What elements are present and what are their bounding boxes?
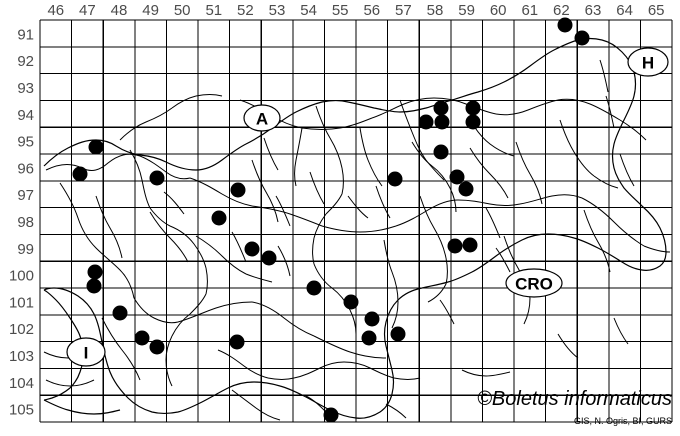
country-label-ellipse [66,337,106,367]
coordinate-grid: 46 47 48 49 50 51 52 53 54 55 56 57 58 59 60 61 62 63 64 65… [9,2,673,423]
grid-column-label: 61 [521,2,538,19]
occurrence-dot [112,305,128,321]
grid-row-label: 104 [9,375,34,392]
grid-row-label: 92 [17,53,34,70]
occurrence-dot [86,278,102,294]
occurrence-dot [433,100,449,116]
grid-row-label: 99 [17,241,34,258]
occurrence-dot [390,326,406,342]
internal-boundaries [129,59,635,387]
occurrence-dot [449,169,465,185]
grid-row-label: 94 [17,107,34,124]
occurrence-dot [244,241,260,257]
grid-column-label: 60 [490,2,507,19]
occurrence-dot [458,181,474,197]
occurrence-dot [261,250,277,266]
occurrence-dot [211,210,227,226]
data-credit: GIS, N. Ogris, BI, GURS [574,416,672,426]
occurrence-dot [433,144,449,160]
country-label-austria: A [243,104,281,132]
grid-column-label: 51 [205,2,222,19]
grid-column-label: 57 [395,2,412,19]
grid-column-label: 46 [47,2,64,19]
occurrence-dot [462,237,478,253]
occurrence-dot [465,100,481,116]
country-labels: A H CRO I [66,47,669,367]
occurrence-dot [229,334,245,350]
grid-row-label: 96 [17,160,34,177]
grid-column-label: 49 [142,2,159,19]
grid-column-label: 58 [427,2,444,19]
grid-row-label: 97 [17,187,34,204]
occurrence-dot [465,114,481,130]
grid-column-label: 59 [458,2,475,19]
grid-row-label: 95 [17,134,34,151]
country-label-text: I [84,344,89,363]
occurrence-dot [557,17,573,33]
grid-row-label: 105 [9,402,34,419]
grid-column-label: 55 [332,2,349,19]
occurrence-dot [387,171,403,187]
occurrence-dot [87,264,103,280]
occurrence-dot [134,330,150,346]
occurrence-dot [434,114,450,130]
grid-row-label: 103 [9,348,34,365]
country-label-hungary: H [627,47,669,77]
occurrence-dot [72,166,88,182]
grid-row-label: 101 [9,294,34,311]
occurrence-dot [418,114,434,130]
grid-row-label: 100 [9,268,34,285]
occurrence-dot [343,294,359,310]
national-border [43,37,667,419]
country-label-italy: I [66,337,106,367]
grid-column-label: 65 [648,2,665,19]
occurrence-dot [447,238,463,254]
grid-column-label: 56 [363,2,380,19]
grid-column-label: 63 [585,2,602,19]
species-name: ©Boletus informaticus [477,388,672,410]
grid-column-label: 53 [269,2,286,19]
occurrence-dot [88,139,104,155]
occurrence-dot [574,30,590,46]
occurrence-dot [149,339,165,355]
grid-column-label: 62 [553,2,570,19]
grid-row-label: 91 [17,26,34,43]
country-label-croatia: CRO [505,268,563,298]
grid-row-label: 98 [17,214,34,231]
country-label-ellipse [243,104,281,132]
country-label-text: A [256,110,268,129]
country-label-ellipse [627,47,669,77]
grid-row-label: 93 [17,80,34,97]
grid-column-label: 64 [616,2,633,19]
occurrence-dot [149,170,165,186]
occurrence-records [72,17,590,423]
grid-column-label: 54 [300,2,317,19]
country-label-ellipse [505,268,563,298]
occurrence-dot [306,280,322,296]
river-network [43,94,671,421]
grid-column-label: 47 [79,2,96,19]
grid-row-label: 102 [9,321,34,338]
country-label-text: H [642,54,654,73]
grid-column-label: 50 [174,2,191,19]
grid-column-label: 48 [111,2,128,19]
occurrence-dot [361,330,377,346]
occurrence-dot [323,407,339,423]
occurrence-dot [364,311,380,327]
grid-column-label: 52 [237,2,254,19]
occurrence-dot [230,182,246,198]
country-label-text: CRO [515,275,553,294]
